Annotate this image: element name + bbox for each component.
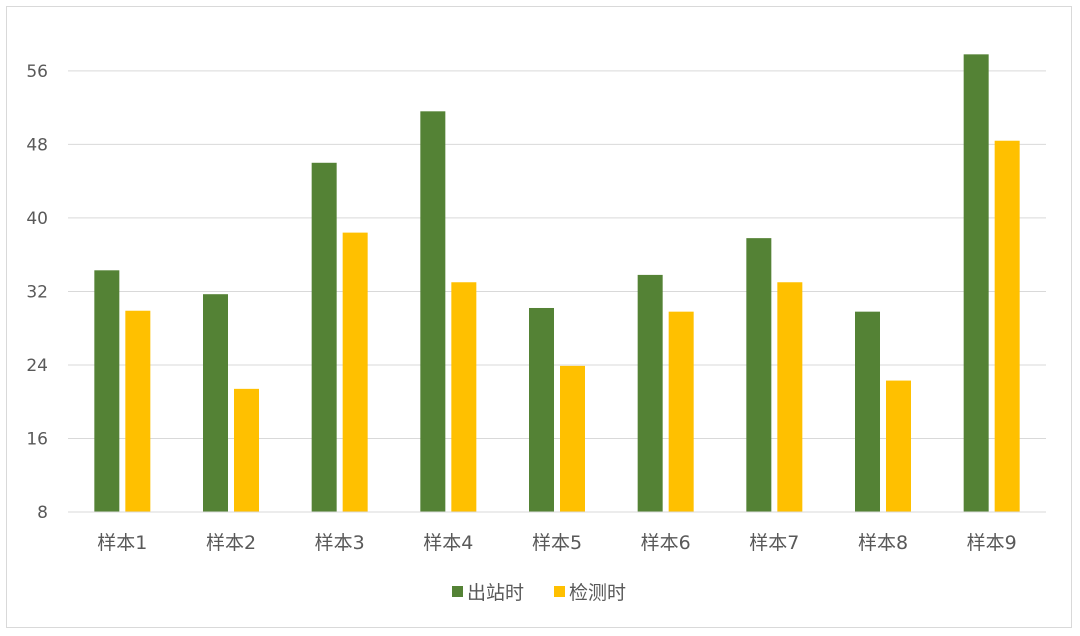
bar-series1-9 (963, 54, 989, 512)
x-tick-label: 样本1 (97, 532, 147, 554)
bar-series2-9 (994, 140, 1020, 512)
bar-series2-2 (234, 388, 259, 512)
legend-item-1: 出站时 (452, 582, 524, 604)
y-tick-label: 8 (37, 503, 48, 523)
bar-series2-1 (125, 310, 151, 512)
bar-series1-3 (311, 162, 337, 512)
x-tick-label: 样本7 (749, 532, 799, 554)
legend-swatch (452, 586, 463, 597)
bar-series1-8 (855, 311, 880, 512)
y-tick-label: 40 (26, 209, 48, 229)
bar-series1-2 (203, 294, 228, 512)
bar-series2-3 (342, 232, 368, 512)
x-axis-tick-labels: 样本1 样本2 样本3 样本4 样本5 样本6 样本7 样本8 样本9 (97, 532, 1016, 554)
y-tick-label: 48 (26, 135, 48, 155)
legend-label: 出站时 (467, 582, 524, 604)
x-tick-label: 样本5 (532, 532, 582, 554)
y-tick-label: 32 (26, 282, 48, 302)
y-tick-label: 56 (26, 62, 48, 82)
bar-series1-7 (746, 238, 772, 512)
y-axis-tick-labels: 8 16 24 32 40 48 56 (26, 62, 48, 523)
y-tick-label: 24 (26, 356, 48, 376)
bar-series1-6 (637, 274, 663, 512)
bar-series1-4 (420, 111, 446, 512)
bar-series1-5 (529, 307, 554, 512)
legend-item-2: 检测时 (554, 582, 626, 604)
bar-series2-7 (777, 282, 803, 512)
bar-series2-6 (668, 311, 694, 512)
bar-series2-5 (560, 365, 585, 512)
bar-series2-4 (451, 282, 477, 512)
legend-label: 检测时 (569, 582, 626, 604)
bar-series2-8 (886, 380, 911, 512)
x-tick-label: 样本4 (423, 532, 473, 554)
bar-series1-1 (94, 270, 120, 512)
gridlines (68, 70, 1046, 439)
x-tick-label: 样本3 (315, 532, 365, 554)
legend: 出站时 检测时 (452, 582, 626, 604)
bars (94, 54, 1020, 512)
x-tick-label: 样本2 (206, 532, 256, 554)
x-tick-label: 样本9 (967, 532, 1017, 554)
legend-swatch (554, 586, 565, 597)
x-tick-label: 样本8 (858, 532, 908, 554)
x-tick-label: 样本6 (641, 532, 691, 554)
y-tick-label: 16 (26, 429, 48, 449)
